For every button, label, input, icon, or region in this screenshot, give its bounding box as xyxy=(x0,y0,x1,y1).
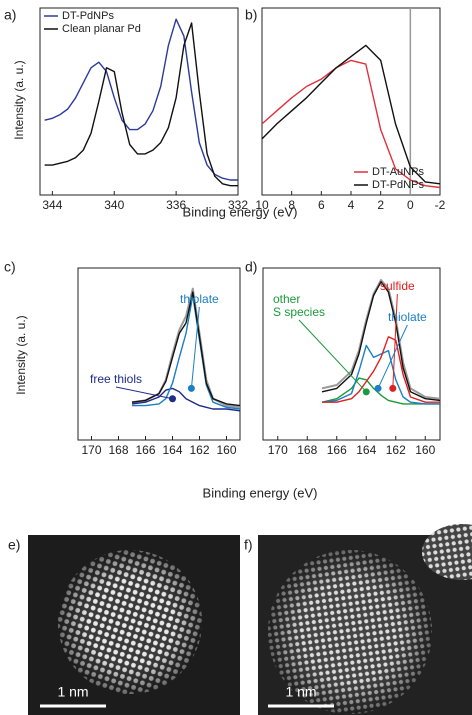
legend-label: DT-PdNPs xyxy=(372,179,424,191)
annotation-leader xyxy=(377,324,408,389)
series-line xyxy=(131,387,241,412)
x-axis-label: Binding energy (eV) xyxy=(183,204,298,219)
annotation-leader xyxy=(392,293,398,389)
annotation-leader xyxy=(115,386,173,400)
image-f xyxy=(258,524,472,715)
x-tick-label: 0 xyxy=(407,198,414,212)
x-tick-label: 4 xyxy=(348,198,355,212)
plot-frame xyxy=(77,267,241,441)
plot-frame xyxy=(39,7,239,196)
legend-label: DT-AuNPs xyxy=(372,166,424,178)
x-tick-label: 160 xyxy=(415,443,435,457)
x-tick-label: 340 xyxy=(104,198,124,212)
x-tick-label: 164 xyxy=(162,443,182,457)
x-tick-label: 344 xyxy=(42,198,62,212)
series-line xyxy=(321,344,440,405)
x-tick-label: 168 xyxy=(108,443,128,457)
image-e xyxy=(28,535,240,715)
annotation-dot xyxy=(362,388,370,396)
series-line xyxy=(131,287,241,409)
series-line xyxy=(44,22,238,187)
annotation-dot xyxy=(169,395,176,403)
scale-bar-label: 1 nm xyxy=(285,684,316,700)
y-axis-label: Intensity (a. u.) xyxy=(12,60,26,139)
x-tick-label: 168 xyxy=(297,443,317,457)
y-axis-label: Intensity (a. u.) xyxy=(14,315,28,394)
annotation: thiolate xyxy=(388,310,427,324)
x-tick-label: 2 xyxy=(377,198,384,212)
panel-label: d) xyxy=(245,259,257,275)
panel-label: f) xyxy=(244,537,253,553)
series-line xyxy=(44,18,238,181)
x-tick-label: 336 xyxy=(166,198,186,212)
legend-label: DT-PdNPs xyxy=(62,10,114,22)
series-line xyxy=(131,291,241,407)
x-tick-label: 166 xyxy=(327,443,347,457)
plot-frame xyxy=(262,267,441,441)
x-axis-label: Binding energy (eV) xyxy=(203,485,318,500)
panel-label: e) xyxy=(8,537,20,553)
x-tick-label: 170 xyxy=(268,443,288,457)
x-tick-label: 162 xyxy=(386,443,406,457)
panel-label: b) xyxy=(245,7,257,23)
series-line xyxy=(321,377,440,405)
annotation-dot xyxy=(187,384,195,392)
annotation-dot xyxy=(374,384,382,392)
panel-label: a) xyxy=(4,7,16,23)
series-line xyxy=(321,279,441,400)
annotation: other xyxy=(273,292,300,306)
annotation: S species xyxy=(273,305,325,319)
x-tick-label: 332 xyxy=(228,198,248,212)
series-line xyxy=(132,294,241,410)
x-tick-label: 6 xyxy=(318,198,325,212)
x-tick-label: 162 xyxy=(189,443,209,457)
x-tick-label: 170 xyxy=(81,443,101,457)
x-tick-label: 160 xyxy=(216,443,236,457)
series-line xyxy=(322,336,440,403)
annotation-dot xyxy=(389,384,397,392)
annotation: sulfide xyxy=(380,279,415,293)
x-tick-label: -2 xyxy=(435,198,446,212)
annotation-leader xyxy=(298,319,367,393)
annotation-leader xyxy=(190,306,200,389)
x-tick-label: 164 xyxy=(356,443,376,457)
series-line xyxy=(261,59,441,189)
x-tick-label: 10 xyxy=(255,198,269,212)
x-tick-label: 166 xyxy=(135,443,155,457)
annotation: free thiols xyxy=(90,372,142,386)
x-tick-label: 8 xyxy=(288,198,295,212)
series-line xyxy=(321,281,441,402)
panel-label: c) xyxy=(4,259,16,275)
legend-label: Clean planar Pd xyxy=(62,23,141,35)
scale-bar-label: 1 nm xyxy=(57,684,88,700)
annotation: thiolate xyxy=(180,292,219,306)
series-line xyxy=(261,44,441,185)
